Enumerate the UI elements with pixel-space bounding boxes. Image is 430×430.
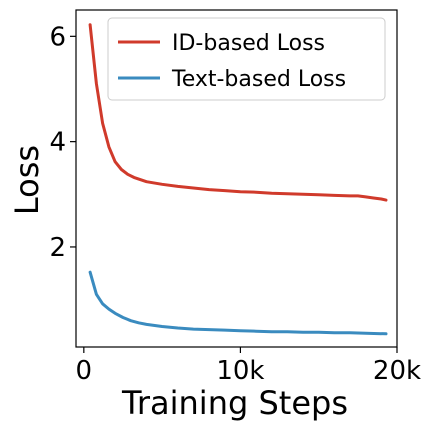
y-tick-label: 4 [49, 128, 66, 158]
x-tick-label: 10k [216, 356, 264, 386]
y-tick-label: 6 [49, 22, 66, 52]
plot-frame [75, 9, 398, 348]
x-tick-label: 20k [373, 356, 421, 386]
x-tick-label: 0 [76, 356, 93, 386]
legend-label-text-based-loss: Text-based Loss [171, 67, 346, 92]
x-axis-title: Training Steps [121, 384, 348, 422]
axis-ticks: 0 10k 20k 2 4 6 [49, 22, 421, 386]
legend: ID-based Loss Text-based Loss [107, 17, 386, 101]
y-tick-label: 2 [49, 233, 66, 263]
legend-box [107, 17, 386, 101]
series-lines [88, 23, 388, 336]
series-line-id-based-loss [88, 23, 388, 202]
legend-label-id-based-loss: ID-based Loss [172, 31, 325, 56]
y-axis-title: Loss [8, 145, 46, 215]
series-line-text-based-loss [88, 270, 388, 336]
